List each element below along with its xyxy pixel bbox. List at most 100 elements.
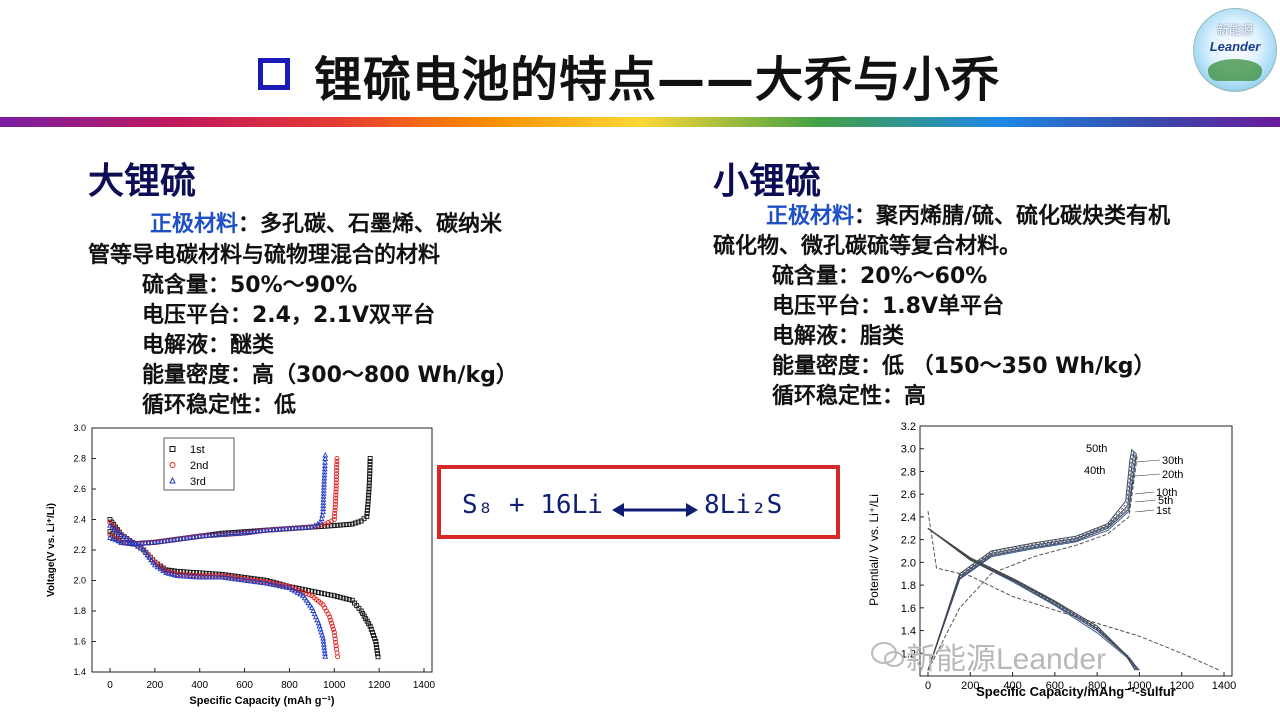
right-chart-ylabel: Potential/ V vs. Li⁺/Li	[867, 494, 881, 606]
left-chart-point-3rd	[321, 481, 328, 487]
left-chart-point-1st	[331, 593, 337, 599]
left-chart-point-1st	[363, 616, 369, 622]
left-chart-point-2nd	[327, 614, 333, 620]
left-chart-point-1st	[367, 468, 373, 474]
left-chart-point-1st	[371, 632, 376, 638]
left-chart-point-3rd	[109, 535, 116, 541]
left-chart-point-1st	[374, 648, 380, 654]
left-chart-point-1st	[367, 462, 373, 468]
left-chart-point-1st	[364, 618, 370, 624]
left-chart-point-3rd	[273, 526, 280, 532]
left-chart-point-3rd	[140, 546, 147, 553]
left-chart-point-3rd	[320, 490, 327, 496]
left-chart-point-2nd	[332, 507, 338, 513]
left-chart-ytick-label: 3.0	[73, 423, 86, 433]
left-chart-point-1st	[367, 471, 373, 477]
right-chart-charge-10th	[927, 453, 1137, 671]
left-chart-point-1st	[334, 522, 340, 528]
left-chart-point-3rd	[137, 544, 144, 551]
right-energy-density: 能量密度：低 （150～350 Wh/kg）	[772, 354, 1156, 379]
left-chart-point-3rd	[291, 587, 298, 594]
left-chart-point-3rd	[222, 531, 229, 537]
rainbow-divider	[0, 117, 1280, 127]
right-chart-ytick-label: 2.2	[901, 535, 916, 547]
left-chart-ylabel: Voltage(V vs. Li⁺/Li)	[46, 503, 57, 597]
left-chart-point-2nd	[209, 573, 216, 579]
wechat-icon	[871, 642, 904, 667]
left-chart-point-3rd	[320, 508, 327, 514]
left-chart-point-1st	[355, 519, 361, 525]
left-chart-point-1st	[340, 522, 346, 528]
left-chart-point-3rd	[107, 534, 113, 540]
left-chart-point-3rd	[321, 474, 328, 481]
left-chart-point-3rd	[164, 537, 171, 543]
left-chart-point-1st	[367, 623, 373, 629]
double-arrow-icon	[612, 503, 698, 517]
left-chart-point-3rd	[107, 522, 113, 528]
left-chart-point-3rd	[203, 532, 210, 538]
left-chart-point-3rd	[150, 559, 156, 565]
left-chart-point-3rd	[203, 574, 210, 580]
left-chart-point-2nd	[330, 626, 336, 632]
right-chart-ytick-label: 1.2	[901, 648, 916, 660]
left-chart-point-3rd	[264, 580, 270, 586]
left-sulfur-content: 硫含量：50%～90%	[142, 273, 358, 298]
legend-label-1st: 1st	[190, 444, 205, 456]
left-chart-point-1st	[366, 489, 372, 495]
left-chart-point-2nd	[334, 468, 340, 474]
left-chart-point-3rd	[118, 531, 125, 537]
left-chart-point-3rd	[321, 478, 328, 484]
left-chart-point-3rd	[244, 577, 251, 583]
left-chart-point-3rd	[260, 527, 267, 533]
left-chart-point-3rd	[251, 578, 258, 584]
right-cycle-stability: 循环稳定性：高	[772, 384, 927, 409]
left-chart-point-3rd	[238, 576, 245, 583]
left-chart-point-3rd	[289, 525, 296, 531]
left-chart-point-3rd	[168, 571, 175, 577]
left-chart-point-2nd	[306, 592, 312, 598]
left-chart-point-2nd	[329, 620, 335, 626]
left-chart-point-3rd	[320, 496, 327, 502]
left-chart-point-1st	[365, 498, 371, 504]
left-chart-point-1st	[365, 501, 371, 507]
left-chart-point-3rd	[174, 572, 181, 578]
left-chart-point-2nd	[332, 498, 339, 504]
left-chart-point-3rd	[171, 571, 178, 578]
right-chart-xtick-label: 1400	[1212, 680, 1236, 692]
left-heading: 大锂硫	[88, 161, 197, 202]
left-chart-point-3rd	[321, 465, 328, 472]
left-chart-point-2nd	[333, 474, 339, 480]
right-chart-xtick-label: 200	[961, 680, 979, 692]
left-chart-point-1st	[349, 521, 355, 527]
left-chart-point-3rd	[180, 535, 187, 541]
left-chart-xtick-label: 1200	[368, 680, 391, 691]
left-chart-point-2nd	[203, 573, 209, 579]
left-chart-point-3rd	[283, 584, 290, 590]
left-chart-frame	[91, 427, 433, 673]
left-chart-point-2nd	[328, 617, 334, 623]
right-chart-ytick-label: 1.6	[901, 603, 916, 615]
left-chart-point-3rd	[160, 567, 167, 574]
right-chart-leader-30th	[1135, 459, 1161, 463]
right-chart-charge-30th	[927, 450, 1135, 671]
left-chart-point-3rd	[283, 525, 290, 531]
left-chart-point-3rd	[257, 527, 264, 534]
left-chart-point-3rd	[302, 524, 309, 530]
left-chart-point-3rd	[319, 512, 326, 518]
left-chart-point-3rd	[280, 525, 286, 532]
left-chart-point-3rd	[303, 597, 310, 603]
left-cycle-stability: 循环稳定性：低	[142, 393, 297, 418]
left-chart-point-3rd	[215, 531, 222, 538]
left-chart-point-3rd	[320, 487, 327, 493]
left-chart-point-2nd	[332, 636, 338, 642]
left-chart-ytick-label: 2.0	[73, 576, 86, 586]
left-chart-point-3rd	[321, 468, 328, 475]
left-chart-point-3rd	[299, 592, 306, 598]
left-chart-point-1st	[374, 645, 380, 651]
left-chart-point-3rd	[180, 573, 187, 579]
left-chart-point-3rd	[206, 532, 213, 538]
left-chart-point-3rd	[241, 529, 248, 536]
right-chart-leader-5th	[1135, 499, 1157, 503]
left-chart-xtick-label: 600	[236, 680, 253, 691]
left-chart-point-1st	[322, 523, 328, 529]
